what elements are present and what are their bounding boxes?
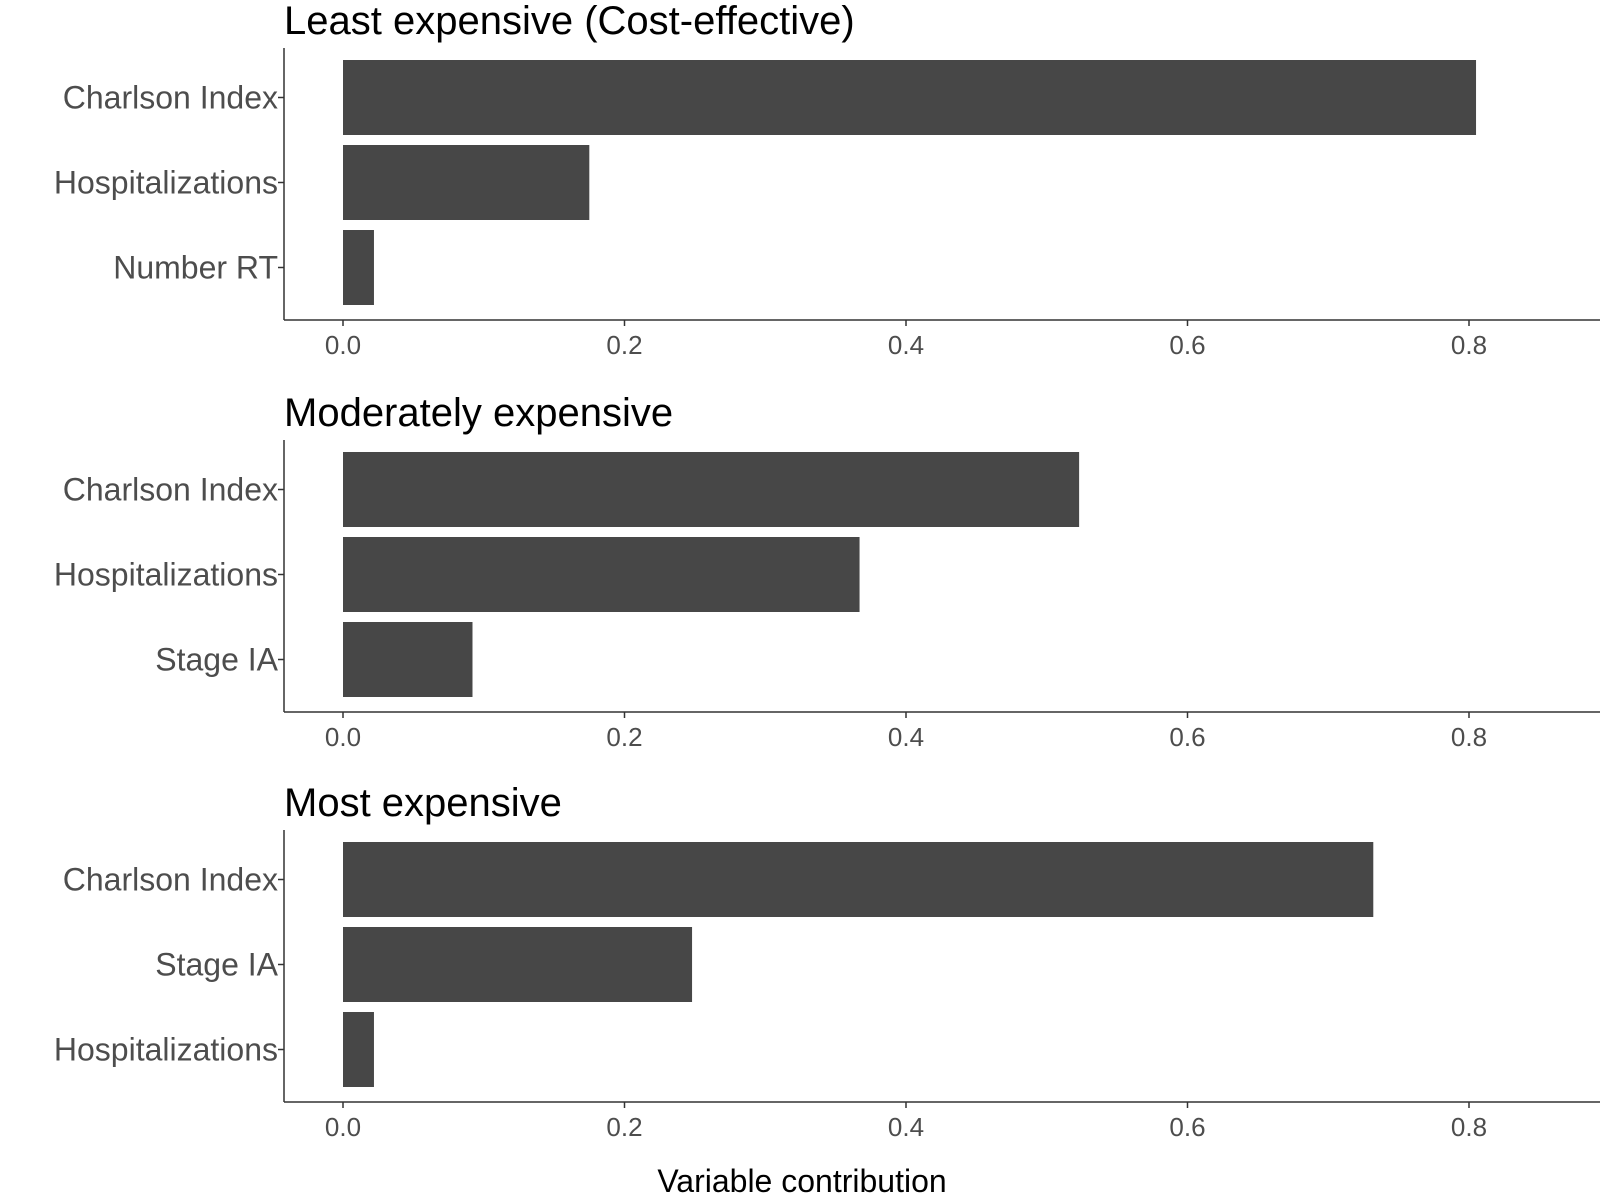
category-label: Charlson Index [63,862,278,898]
x-axis-title: Variable contribution [657,1163,946,1199]
x-tick-label: 0.8 [1451,330,1487,360]
category-label: Number RT [113,250,278,286]
x-tick-label: 0.6 [1169,1112,1205,1142]
x-tick-label: 0.0 [325,330,361,360]
category-label: Stage IA [155,947,278,983]
x-tick-label: 0.2 [606,1112,642,1142]
x-tick-label: 0.4 [888,1112,924,1142]
panel-1: Least expensive (Cost-effective) Charlson… [54,0,1600,360]
bar [343,1012,374,1087]
panel-2: Moderately expensive Charlson Index Hospit… [54,391,1600,752]
x-tick-label: 0.8 [1451,1112,1487,1142]
category-label: Stage IA [155,642,278,678]
x-tick-label: 0.0 [325,1112,361,1142]
category-label: Charlson Index [63,472,278,508]
bar [343,60,1477,135]
x-tick-label: 0.8 [1451,722,1487,752]
x-tick-label: 0.0 [325,722,361,752]
category-label: Hospitalizations [54,165,278,201]
panel-title: Most expensive [284,781,562,825]
bar [343,622,473,697]
x-tick-label: 0.4 [888,722,924,752]
x-tick-label: 0.6 [1169,722,1205,752]
category-label: Hospitalizations [54,1032,278,1068]
bar [343,452,1080,527]
bar [343,230,374,305]
panel-title: Least expensive (Cost-effective) [284,0,855,43]
x-tick-label: 0.4 [888,330,924,360]
bar [343,537,860,612]
x-tick-label: 0.2 [606,330,642,360]
bar [343,145,590,220]
x-tick-label: 0.2 [606,722,642,752]
x-tick-label: 0.6 [1169,330,1205,360]
category-label: Hospitalizations [54,557,278,593]
category-label: Charlson Index [63,80,278,116]
panel-title: Moderately expensive [284,391,673,435]
chart-panels: Least expensive (Cost-effective) Charlson… [54,0,1600,1142]
bar [343,927,693,1002]
panel-3: Most expensive Charlson Index Stage IA Hosp… [54,781,1600,1142]
bar [343,842,1374,917]
